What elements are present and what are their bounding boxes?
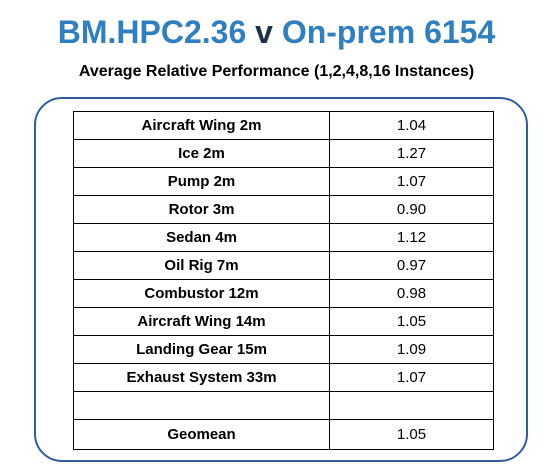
relative-performance-cell: 0.98: [329, 279, 494, 308]
relative-performance-cell: 0.90: [329, 195, 494, 224]
benchmark-name-cell: Rotor 3m: [73, 195, 330, 224]
title-connector: v: [246, 14, 282, 50]
benchmark-name-cell: Exhaust System 33m: [73, 363, 330, 392]
benchmark-name-cell: Geomean: [73, 419, 330, 450]
relative-performance-cell: 1.07: [329, 167, 494, 196]
table-row: Aircraft Wing 14m 1.05: [73, 307, 494, 336]
table-row: Rotor 3m 0.90: [73, 195, 494, 224]
table-row: Aircraft Wing 2m 1.04: [73, 111, 494, 140]
table-row: Combustor 12m 0.98: [73, 279, 494, 308]
blank-row: [73, 391, 494, 420]
relative-performance-cell: 1.27: [329, 139, 494, 168]
table-row: Sedan 4m 1.12: [73, 223, 494, 252]
geomean-row: Geomean 1.05: [73, 419, 494, 450]
benchmark-name-cell: [73, 391, 330, 420]
benchmark-name-cell: Oil Rig 7m: [73, 251, 330, 280]
relative-performance-cell: 1.05: [329, 307, 494, 336]
performance-table: Aircraft Wing 2m 1.04 Ice 2m 1.27 Pump 2m 1.0…: [73, 111, 494, 450]
relative-performance-cell: [329, 391, 494, 420]
benchmark-name-cell: Sedan 4m: [73, 223, 330, 252]
table-row: Oil Rig 7m 0.97: [73, 251, 494, 280]
benchmark-name-cell: Aircraft Wing 14m: [73, 307, 330, 336]
title-right: On-prem 6154: [281, 14, 496, 50]
performance-table-body: Aircraft Wing 2m 1.04 Ice 2m 1.27 Pump 2m 1.0…: [73, 111, 494, 450]
benchmark-name-cell: Pump 2m: [73, 167, 330, 196]
chart-subtitle: Average Relative Performance (1,2,4,8,16…: [78, 63, 475, 80]
relative-performance-cell: 1.04: [329, 111, 494, 140]
benchmark-name-cell: Ice 2m: [73, 139, 330, 168]
relative-performance-cell: 1.07: [329, 363, 494, 392]
table-row: Exhaust System 33m 1.07: [73, 363, 494, 392]
relative-performance-cell: 1.09: [329, 335, 494, 364]
benchmark-name-cell: Landing Gear 15m: [73, 335, 330, 364]
benchmark-name-cell: Aircraft Wing 2m: [73, 111, 330, 140]
relative-performance-cell: 1.12: [329, 223, 494, 252]
chart-title: BM.HPC2.36 v On-prem 6154: [0, 12, 553, 52]
relative-performance-cell: 0.97: [329, 251, 494, 280]
title-left: BM.HPC2.36: [57, 14, 247, 50]
table-frame: [34, 97, 528, 462]
relative-performance-cell: 1.05: [329, 419, 494, 450]
benchmark-name-cell: Combustor 12m: [73, 279, 330, 308]
table-row: Landing Gear 15m 1.09: [73, 335, 494, 364]
table-row: Pump 2m 1.07: [73, 167, 494, 196]
table-row: Ice 2m 1.27: [73, 139, 494, 168]
